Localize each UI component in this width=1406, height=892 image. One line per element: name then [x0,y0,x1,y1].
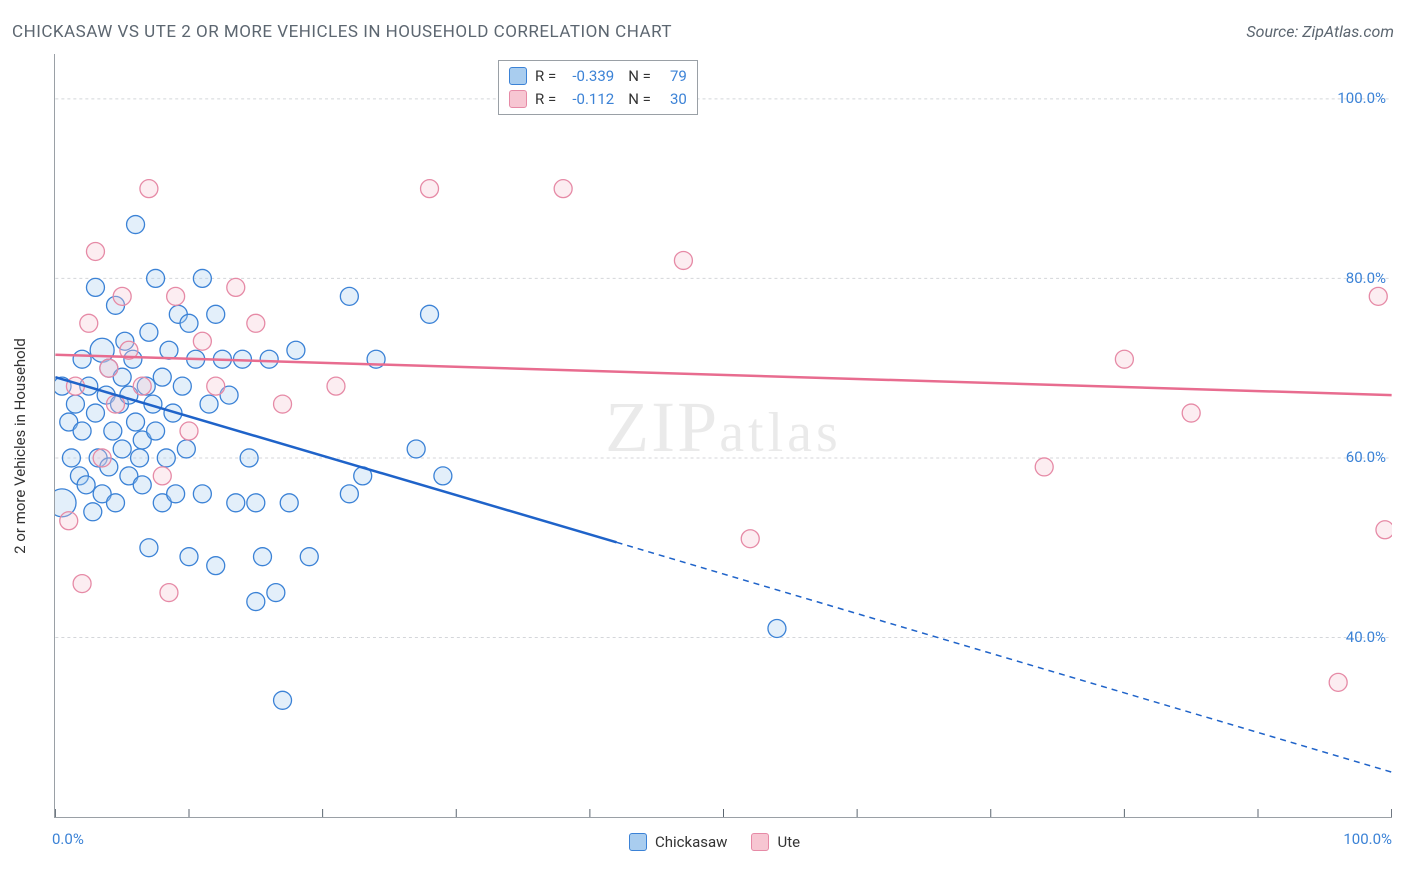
legend-stat-row: R = -0.339 N = 79 [509,65,687,88]
y-tick-label: 80.0% [1346,269,1386,287]
r-label: R = [535,65,556,88]
n-label: N = [628,65,651,88]
n-value: 79 [659,65,687,88]
correlation-legend: R = -0.339 N = 79 R = -0.112 N = 30 [498,60,698,115]
plot-area: ZIPatlas R = -0.339 N = 79 R = -0.112 N … [54,54,1392,818]
r-label: R = [535,88,556,111]
r-value: -0.112 [564,88,614,111]
series-legend: Chickasaw Ute [629,833,800,851]
x-tick-label: 0.0% [52,830,84,848]
swatch-icon [629,833,647,851]
y-tick-label: 60.0% [1346,448,1386,466]
chart-container: CHICKASAW VS UTE 2 OR MORE VEHICLES IN H… [0,0,1406,892]
n-label: N = [628,88,651,111]
r-value: -0.339 [564,65,614,88]
x-tick-label: 100.0% [1343,830,1392,848]
source-attribution: Source: ZipAtlas.com [1246,22,1394,41]
y-axis-label: 2 or more Vehicles in Household [11,338,29,554]
chart-title: CHICKASAW VS UTE 2 OR MORE VEHICLES IN H… [12,22,672,42]
series-legend-item: Chickasaw [629,833,727,851]
series-legend-item: Ute [751,833,800,851]
series-label: Chickasaw [655,833,727,851]
legend-stat-row: R = -0.112 N = 30 [509,88,687,111]
scatter-plot-svg [55,54,1392,817]
swatch-icon [509,90,527,108]
y-tick-label: 40.0% [1346,628,1386,646]
swatch-icon [509,67,527,85]
swatch-icon [751,833,769,851]
series-label: Ute [777,833,800,851]
y-tick-label: 100.0% [1337,89,1386,107]
n-value: 30 [659,88,687,111]
